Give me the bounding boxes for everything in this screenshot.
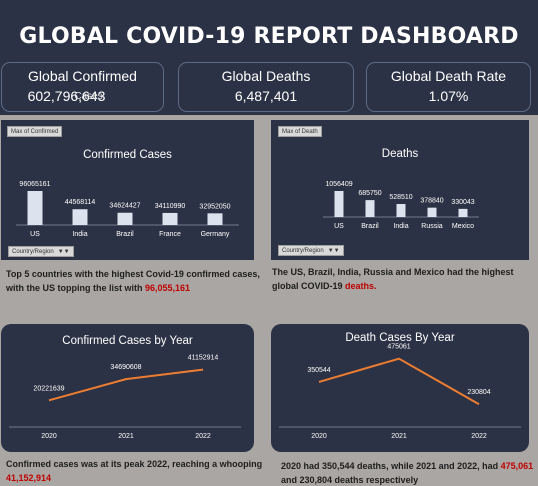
data-label: 475061 (387, 344, 410, 351)
data-label: 34690608 (110, 364, 141, 371)
category-label: 2022 (471, 433, 487, 440)
deaths-description: The US, Brazil, India, Russia and Mexico… (272, 266, 534, 293)
desc-text: Confirmed cases was at its peak 2022, re… (6, 459, 263, 469)
data-label: 230804 (467, 389, 490, 396)
country-region-filter-button[interactable]: Country/Region ▼▼ (8, 246, 74, 257)
deaths-by-year-description: 2020 had 350,544 deaths, while 2021 and … (281, 460, 536, 486)
desc-text: Top 5 countries with the highest Covid-1… (6, 269, 260, 293)
data-label: 350544 (307, 367, 330, 374)
category-label: 2021 (391, 433, 407, 440)
data-label: 44568114 (65, 199, 96, 206)
bar (396, 203, 406, 217)
filter-label: Country/Region (12, 249, 54, 255)
kpi-title: Global Confirmed (28, 68, 137, 84)
kpi-value: 1.07% (428, 88, 469, 104)
bar (334, 191, 344, 217)
data-label: 34624427 (109, 203, 140, 210)
bar (72, 209, 88, 225)
country-region-filter-button[interactable]: Country/Region ▼▼ (278, 245, 344, 256)
bar (162, 212, 178, 225)
data-label: 20221639 (33, 385, 64, 392)
confirmed-cases-description: Top 5 countries with the highest Covid-1… (6, 268, 268, 295)
data-label: 96065161 (19, 181, 50, 188)
deaths-bar-chart: 1056409 US 685750 Brazil 528510 India 378840 Ru… (323, 181, 479, 230)
category-label: Russia (421, 223, 443, 230)
dashboard-title: GLOBAL COVID-19 REPORT DASHBOARD (19, 24, 519, 49)
confirmed-cases-bar-chart: 96065161 US 44568114 India 34624427 Brazil 341… (16, 181, 239, 238)
desc-highlight: 96,055,161 (145, 282, 191, 293)
desc-highlight: 41,152,914 (6, 472, 52, 483)
data-label: 32952050 (199, 203, 230, 210)
data-label: 41152914 (188, 355, 219, 362)
chart-title: Confirmed Cases (83, 149, 172, 161)
kpi-value: 6,487,401 (234, 88, 298, 104)
confirmed-by-year-line-chart: 20221639 2020 34690608 2021 41152914 2022 (9, 355, 241, 440)
desc-highlight: deaths. (345, 280, 377, 291)
filter-dropdown-icon: ▼▼ (327, 248, 340, 254)
series-line (318, 357, 480, 406)
chart-title: Deaths (381, 148, 419, 160)
category-label: US (334, 223, 344, 230)
death-cases-by-year-panel: Death Cases By Year 350544 2020 475061 2021… (271, 324, 529, 452)
chart-title: Confirmed Cases by Year (62, 335, 193, 347)
kpi-global-deaths: Global Deaths 6,487,401 (178, 62, 354, 112)
data-label: 1056409 (325, 181, 352, 188)
data-label: 34110990 (155, 203, 186, 210)
category-label: 2020 (41, 433, 57, 440)
data-label: 685750 (358, 190, 381, 197)
bar (458, 208, 468, 217)
category-label: 2022 (195, 433, 211, 440)
category-label: Brazil (116, 231, 134, 238)
bar (427, 207, 437, 217)
bar (207, 213, 223, 225)
desc-text: The US, Brazil, India, Russia and Mexico… (272, 267, 514, 291)
series-line (48, 368, 204, 402)
bar (117, 212, 133, 225)
category-label: Germany (201, 231, 230, 238)
chart-title: Death Cases By Year (345, 332, 455, 344)
category-label: India (72, 231, 87, 238)
max-of-confirmed-field-button[interactable]: Max of Confirmed (7, 126, 63, 137)
kpi-value: 602,796,643 (27, 88, 106, 104)
bar (27, 191, 43, 225)
confirmed-by-year-description: Confirmed cases was at its peak 2022, re… (6, 458, 268, 485)
category-label: US (30, 231, 40, 238)
filter-label: Country/Region (282, 248, 324, 254)
kpi-overlay-text: Cases (74, 91, 103, 102)
kpi-title: Global Death Rate (390, 68, 507, 84)
confirmed-cases-by-year-panel: Confirmed Cases by Year 20221639 2020 3469… (1, 324, 254, 452)
category-label: India (393, 223, 408, 230)
desc-text: and 230,804 deaths respectively (281, 474, 419, 485)
max-of-death-field-button[interactable]: Max of Death (278, 126, 322, 137)
bar (365, 200, 375, 217)
deaths-panel: Max of Death Deaths 1056409 US 685750 Brazi… (271, 120, 529, 260)
desc-highlight: 475,061 (500, 461, 534, 471)
data-label: 330043 (451, 199, 474, 206)
category-label: Mexico (452, 223, 474, 230)
data-label: 378840 (420, 198, 443, 205)
desc-text: 2020 had 350,544 deaths, while 2021 and … (281, 461, 501, 471)
category-label: Brazil (361, 223, 379, 230)
kpi-global-confirmed: Global Confirmed 602,796,643 Cases (1, 62, 164, 112)
category-label: 2021 (118, 433, 134, 440)
kpi-title: Global Deaths (221, 68, 311, 84)
category-label: France (159, 231, 181, 238)
filter-dropdown-icon: ▼▼ (57, 249, 70, 255)
deaths-by-year-line-chart: 350544 2020 475061 2021 230804 2022 (279, 344, 521, 440)
confirmed-cases-panel: Max of Confirmed Confirmed Cases 9606516… (1, 120, 254, 260)
category-label: 2020 (311, 433, 327, 440)
data-label: 528510 (389, 194, 412, 201)
kpi-global-death-rate: Global Death Rate 1.07% (366, 62, 531, 112)
